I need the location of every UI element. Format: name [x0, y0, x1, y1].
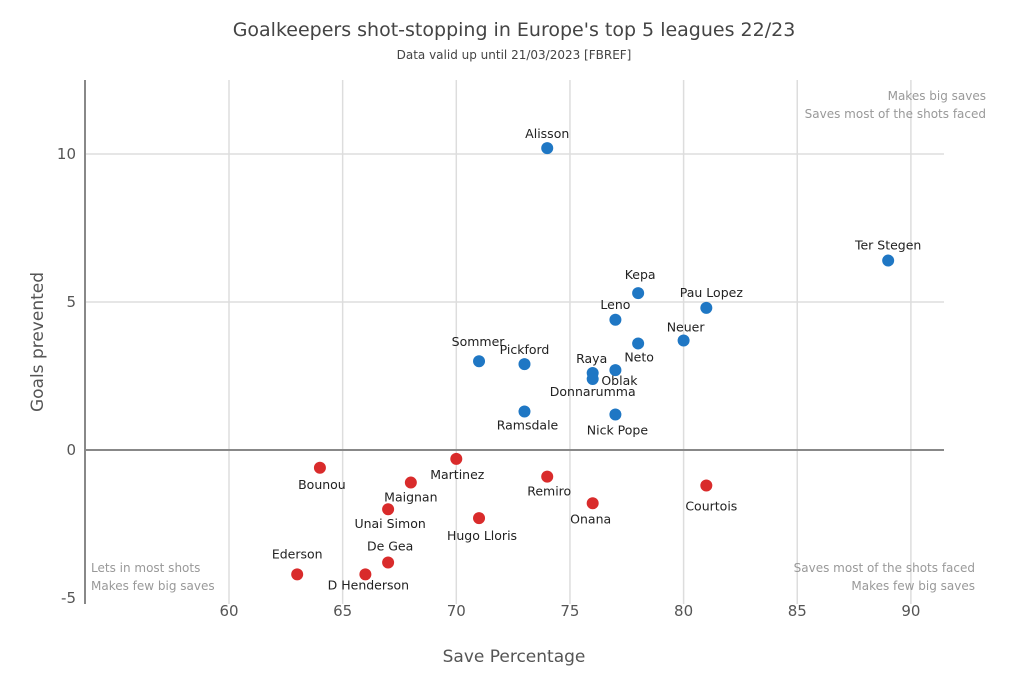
data-point	[677, 334, 690, 347]
point-label: De Gea	[367, 538, 413, 553]
y-tick-label: 10	[57, 145, 76, 163]
y-tick-label: 0	[66, 441, 76, 459]
data-point	[473, 512, 486, 525]
point-label: Courtois	[685, 499, 737, 514]
x-axis-label: Save Percentage	[443, 647, 586, 667]
point-label: Unai Simon	[354, 516, 425, 531]
annotation-bottom-right: Saves most of the shots faced	[794, 561, 975, 575]
point-label: Maignan	[384, 490, 437, 505]
point-label: Pickford	[500, 342, 550, 357]
annotation-bottom-left: Lets in most shots	[91, 561, 200, 575]
point-label: Nick Pope	[587, 422, 649, 437]
data-point	[586, 372, 599, 385]
data-point	[609, 364, 622, 377]
y-axis-label: Goals prevented	[28, 272, 48, 412]
data-point	[700, 301, 713, 314]
x-tick-label: 65	[333, 602, 352, 620]
point-label: Alisson	[525, 126, 569, 141]
point-label: Martinez	[430, 467, 485, 482]
point-label: Raya	[576, 351, 607, 366]
data-point	[632, 287, 645, 300]
x-tick-label: 60	[219, 602, 238, 620]
point-label: Neuer	[667, 319, 706, 334]
point-label: Ederson	[272, 546, 323, 561]
point-label: Ter Stegen	[854, 238, 921, 253]
annotation-bottom-right: Makes few big saves	[851, 579, 975, 593]
point-label: D Henderson	[328, 577, 409, 592]
point-label: Hugo Lloris	[447, 528, 517, 543]
data-point	[382, 556, 395, 569]
x-tick-label: 75	[560, 602, 579, 620]
data-point	[586, 497, 599, 510]
point-label: Bounou	[298, 477, 346, 492]
point-label: Kepa	[625, 267, 656, 282]
y-tick-label: 5	[66, 293, 76, 311]
data-point	[518, 358, 531, 371]
annotation-top-right: Makes big saves	[888, 89, 986, 103]
x-tick-label: 85	[788, 602, 807, 620]
data-point	[450, 452, 463, 465]
data-point	[473, 355, 486, 368]
point-label: Remiro	[527, 484, 571, 499]
data-point	[632, 337, 645, 350]
x-tick-label: 70	[447, 602, 466, 620]
data-point	[609, 313, 622, 326]
data-point	[541, 470, 554, 483]
data-point	[609, 408, 622, 421]
data-point	[359, 568, 372, 581]
point-label: Neto	[624, 349, 654, 364]
y-tick-label: -5	[61, 589, 76, 607]
data-point	[404, 476, 417, 489]
point-label: Leno	[600, 297, 630, 312]
point-label: Oblak	[601, 373, 638, 388]
data-point	[700, 479, 713, 492]
point-label: Onana	[570, 511, 611, 526]
annotation-top-right: Saves most of the shots faced	[805, 107, 986, 121]
data-point	[541, 142, 554, 155]
data-point	[291, 568, 304, 581]
chart-title: Goalkeepers shot-stopping in Europe's to…	[233, 19, 796, 41]
data-point	[313, 461, 326, 474]
point-label: Sommer	[452, 334, 506, 349]
x-tick-label: 90	[901, 602, 920, 620]
chart-subtitle: Data valid up until 21/03/2023 [FBREF]	[397, 48, 632, 62]
point-label: Ramsdale	[497, 418, 559, 433]
point-label: Pau Lopez	[680, 285, 744, 300]
data-point	[882, 254, 895, 267]
data-point	[518, 405, 531, 418]
point-label: Donnarumma	[550, 384, 636, 399]
x-tick-label: 80	[674, 602, 693, 620]
annotation-bottom-left: Makes few big saves	[91, 579, 215, 593]
data-point	[382, 503, 395, 516]
